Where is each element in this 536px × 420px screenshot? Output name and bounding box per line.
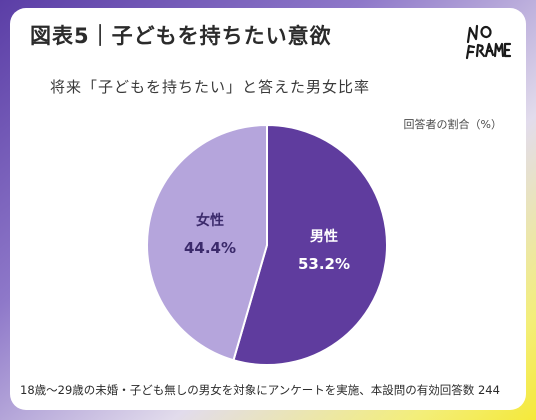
figure-title: 図表5｜子どもを持ちたい意欲 bbox=[30, 24, 332, 48]
no-frame-logo bbox=[465, 24, 512, 60]
slice-value-0: 53.2% bbox=[298, 255, 350, 273]
slice-value-1: 44.4% bbox=[184, 239, 236, 257]
slice-label-0: 男性 bbox=[310, 228, 338, 245]
chart-subtitle: 将来「子どもを持ちたい」と答えた男女比率 bbox=[50, 78, 371, 96]
pie-slice-0 bbox=[232, 123, 388, 366]
footnote: 18歳〜29歳の未婚・子ども無しの男女を対象にアンケートを実施、本設問の有効回答… bbox=[20, 383, 500, 397]
pie-slice-1 bbox=[145, 123, 268, 362]
slice-label-1: 女性 bbox=[196, 212, 224, 229]
pie-chart: 男性 53.2% 女性 44.4% bbox=[145, 123, 388, 366]
chart-card: 図表5｜子どもを持ちたい意欲 将来「子どもを持ちたい」と答えた男女比率 回答者の… bbox=[10, 8, 526, 410]
unit-label: 回答者の割合（%） bbox=[403, 118, 502, 131]
